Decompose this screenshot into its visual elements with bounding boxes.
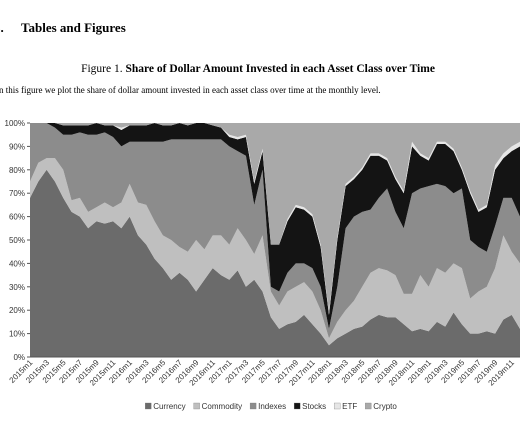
area: [30, 123, 520, 329]
legend-swatch: [365, 402, 372, 410]
y-tick-label: 40%: [9, 259, 25, 268]
legend-label: Crypto: [373, 402, 397, 411]
caption: Figure 1. Share of Dollar Amount Investe…: [81, 63, 435, 75]
y-tick-label: 10%: [9, 330, 25, 339]
legend: Currency Commodity Indexes Stocks ETF Crypto: [145, 402, 397, 411]
caption-title: Share of Dollar Amount Invested in each …: [125, 63, 434, 75]
area: [30, 123, 520, 339]
legend-label: Commodity: [202, 402, 242, 411]
y-tick-label: 70%: [9, 189, 25, 198]
area: [30, 169, 520, 357]
section-number: 8.: [0, 20, 4, 35]
y-tick-label: 20%: [9, 306, 25, 315]
legend-swatch: [249, 402, 257, 410]
y-tick-label: 0%: [13, 353, 25, 362]
area: [30, 123, 520, 313]
y-tick-label: 100%: [5, 119, 25, 128]
legend-label: Indexes: [258, 402, 286, 411]
legend-label: Stocks: [302, 402, 326, 411]
y-tick-label: 80%: [9, 166, 25, 175]
y-tick-label: 50%: [9, 236, 25, 245]
area: [30, 158, 520, 346]
legend-swatch: [145, 402, 152, 410]
legend-label: ETF: [342, 402, 357, 411]
legend-swatch: [293, 402, 301, 410]
caption-label: Figure 1.: [81, 63, 123, 75]
plot: 0%10%20%30%40%50%60%70%80%90%100%2015m12…: [5, 119, 520, 411]
section-title: Tables and Figures: [21, 20, 126, 35]
y-tick-label: 90%: [9, 142, 25, 151]
description: n this figure we plot the share of dolla…: [0, 85, 381, 95]
legend-swatch: [333, 402, 341, 410]
y-tick-label: 30%: [9, 283, 25, 292]
y-tick-label: 60%: [9, 213, 25, 222]
legend-label: Currency: [153, 402, 185, 411]
legend-swatch: [193, 402, 200, 410]
